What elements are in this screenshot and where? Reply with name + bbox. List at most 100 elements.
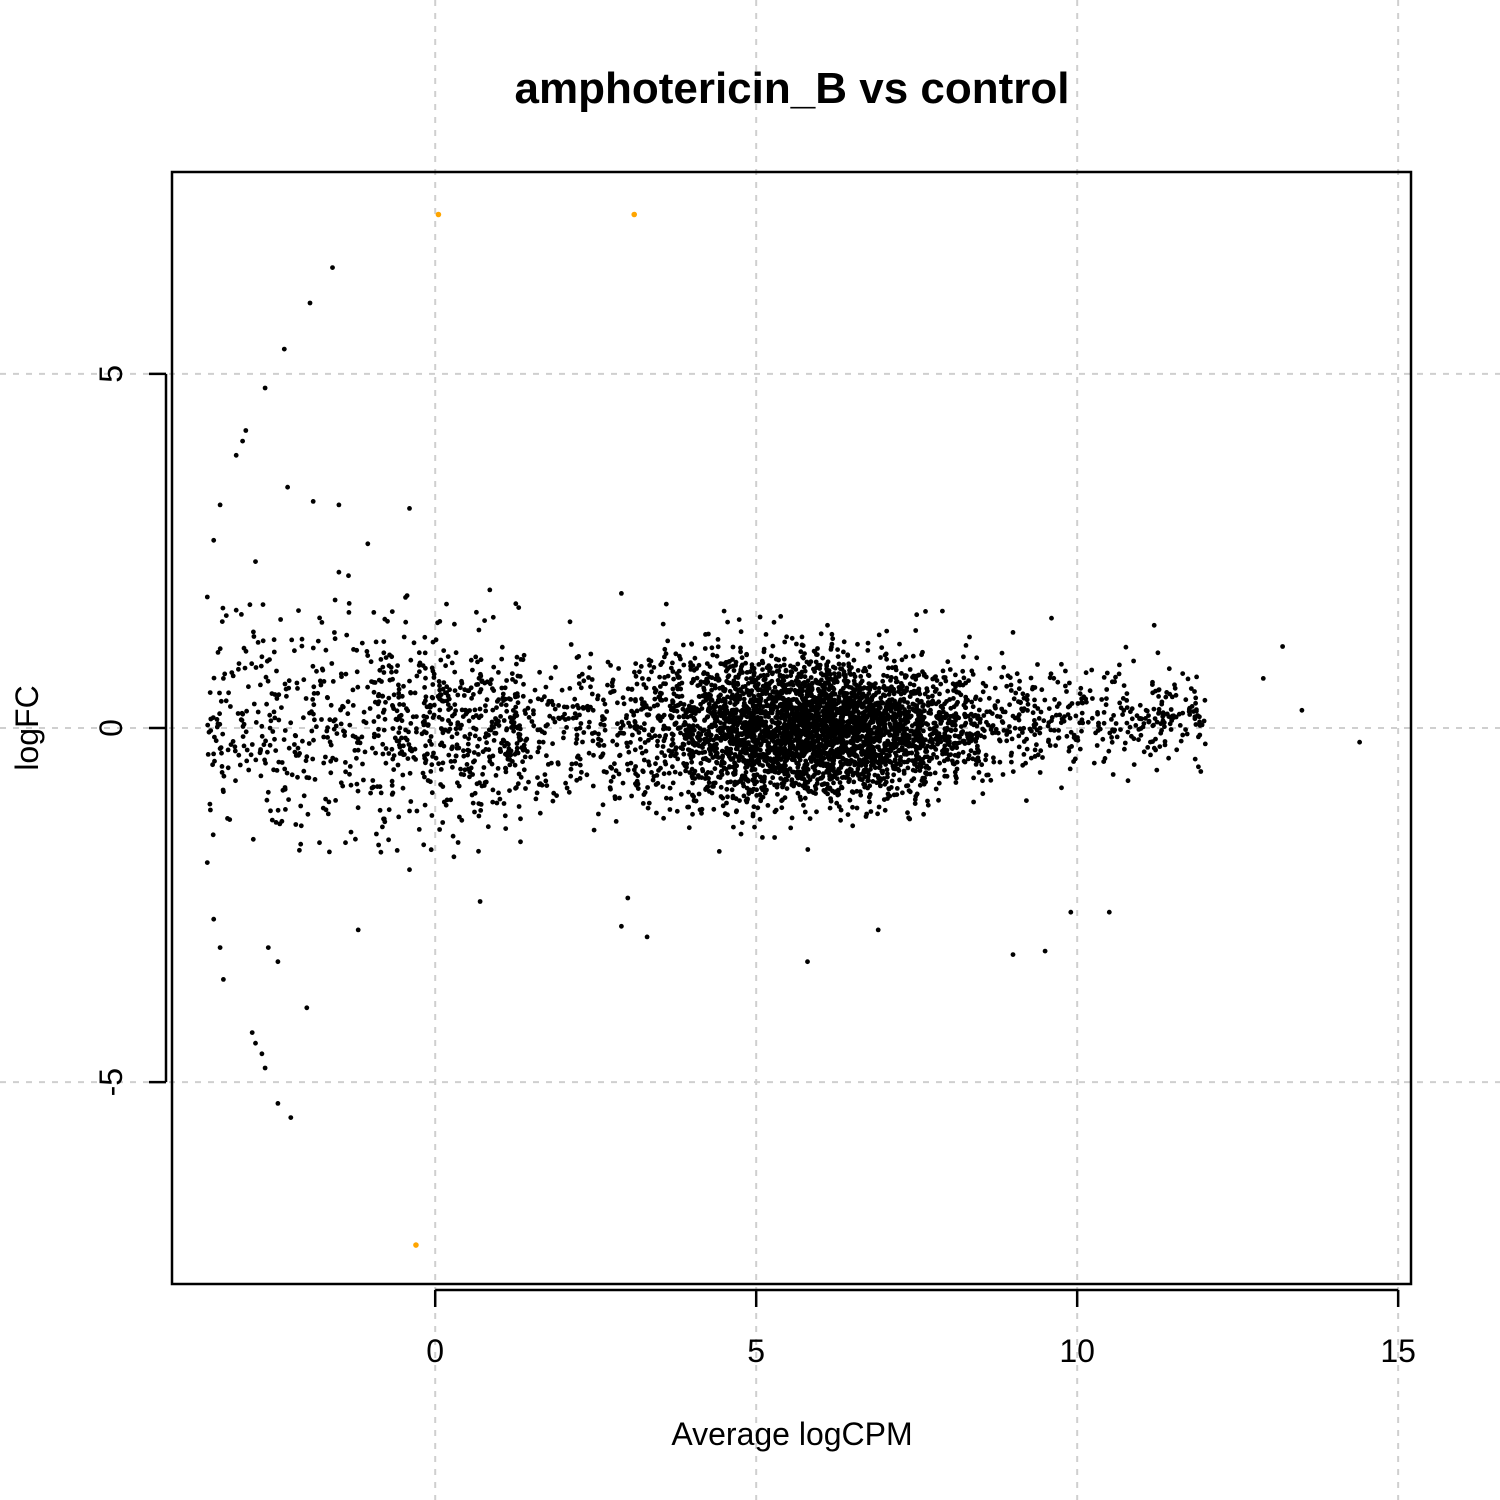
data-point	[408, 721, 414, 726]
data-point	[734, 733, 740, 739]
data-point	[931, 752, 936, 757]
data-point	[760, 835, 765, 840]
data-point	[371, 689, 377, 695]
data-point	[660, 621, 666, 627]
data-point	[1071, 759, 1076, 764]
data-point	[328, 770, 334, 776]
data-point	[1017, 678, 1022, 684]
data-point	[628, 697, 634, 702]
data-point	[814, 809, 819, 815]
data-point	[865, 648, 871, 653]
data-point	[761, 646, 767, 652]
data-point	[674, 751, 679, 757]
data-point	[1066, 748, 1072, 754]
data-point	[793, 697, 799, 702]
data-point	[514, 745, 520, 751]
data-point	[999, 650, 1005, 656]
data-point	[1032, 703, 1038, 709]
data-point	[531, 711, 536, 717]
data-point	[1021, 739, 1027, 744]
data-point	[327, 739, 333, 745]
data-point	[749, 754, 754, 759]
data-point	[646, 762, 652, 768]
data-point	[1140, 724, 1146, 730]
data-point	[825, 730, 831, 736]
data-point	[494, 699, 500, 704]
data-point	[255, 640, 261, 645]
data-point	[938, 721, 944, 726]
data-point	[718, 784, 724, 790]
data-point	[327, 717, 333, 723]
data-point	[343, 671, 349, 677]
data-point	[503, 702, 509, 708]
data-point	[730, 657, 735, 662]
data-point	[1009, 759, 1014, 765]
data-point	[479, 783, 485, 789]
data-point	[641, 727, 647, 733]
data-point	[588, 651, 594, 657]
data-point	[259, 723, 265, 729]
data-point	[858, 674, 864, 679]
data-point	[711, 784, 716, 789]
data-point	[913, 734, 919, 740]
data-point	[1101, 720, 1107, 726]
data-point	[414, 808, 420, 814]
data-point	[239, 717, 245, 723]
data-point	[676, 668, 682, 674]
data-point	[736, 720, 742, 725]
data-point	[629, 686, 635, 692]
data-point	[295, 774, 300, 780]
data-point	[911, 743, 916, 749]
data-point	[772, 743, 778, 748]
data-point	[284, 770, 290, 776]
data-point	[992, 685, 998, 691]
data-point	[279, 705, 284, 710]
data-point	[1048, 671, 1054, 677]
data-point	[550, 702, 556, 708]
data-point	[1008, 688, 1014, 693]
data-point	[773, 663, 779, 669]
data-point	[511, 720, 517, 725]
data-point	[997, 714, 1003, 720]
data-point	[250, 836, 256, 842]
data-point	[484, 740, 489, 746]
data-point	[601, 697, 606, 703]
data-point	[422, 685, 427, 690]
data-point	[577, 725, 583, 731]
data-point	[218, 698, 224, 704]
data-point	[1042, 697, 1048, 703]
data-point	[789, 815, 795, 821]
data-point	[681, 714, 687, 720]
data-point	[915, 722, 921, 728]
data-point	[861, 781, 866, 787]
data-point	[969, 668, 975, 674]
data-point	[888, 785, 894, 790]
data-point	[518, 816, 523, 822]
data-point	[574, 655, 580, 660]
data-point	[811, 756, 817, 761]
data-point	[1087, 688, 1093, 694]
data-point	[815, 646, 820, 651]
data-point	[1037, 730, 1043, 736]
data-point	[675, 673, 681, 679]
data-point	[632, 747, 638, 753]
data-point	[918, 758, 924, 764]
data-point	[493, 773, 499, 778]
data-point	[649, 728, 655, 734]
data-point	[1160, 713, 1166, 719]
data-point	[801, 751, 807, 757]
data-point	[375, 693, 381, 699]
data-point	[515, 700, 521, 706]
data-point	[1201, 718, 1207, 724]
data-point	[741, 696, 747, 702]
data-point	[258, 773, 264, 779]
data-point	[263, 738, 268, 744]
data-point	[1068, 729, 1074, 735]
data-point	[1046, 706, 1052, 711]
data-point	[1020, 691, 1026, 697]
data-point	[1116, 671, 1122, 677]
data-point	[386, 751, 392, 756]
data-point	[689, 680, 695, 686]
data-point	[660, 784, 666, 789]
data-point	[268, 808, 273, 814]
